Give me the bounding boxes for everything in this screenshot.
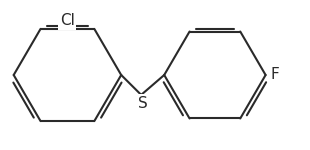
Text: S: S	[138, 96, 148, 111]
Text: F: F	[270, 68, 279, 82]
Text: Cl: Cl	[60, 13, 75, 28]
